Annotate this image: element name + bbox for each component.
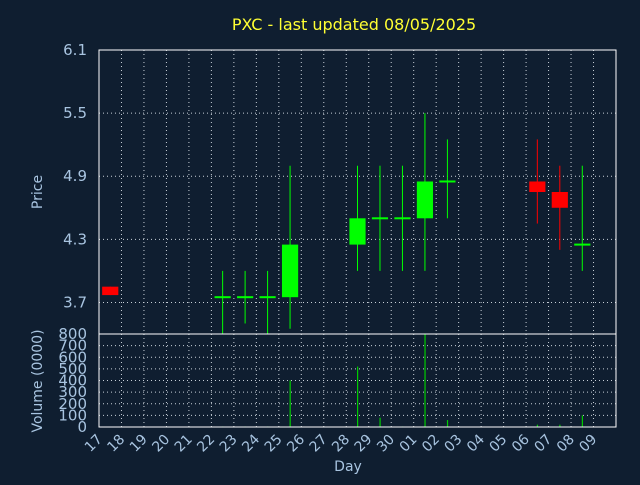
volume-bar-07 [559,424,561,427]
volume-y-tick-label: 0 [77,418,87,436]
x-tick-label: 28 [329,432,353,456]
candle-body [371,217,389,220]
candle-body [551,192,568,208]
price-panel: 6.1 5.5 4.9 4.3 3.7 Price [30,41,617,335]
x-tick-label: 03 [442,432,466,456]
volume-y-tick-label: 300 [58,383,87,401]
volume-bar-02 [446,420,449,427]
candle-22 [214,270,231,334]
x-tick-label: 21 [172,432,196,456]
volume-y-tick-label: 800 [58,325,87,343]
volume-bars [222,334,583,427]
candle-17 [102,286,119,296]
x-tick-label: 01 [397,432,421,456]
x-tick-label: 06 [509,431,533,455]
candle-body [281,244,299,298]
candle-body [102,286,119,296]
candle-body [259,296,276,299]
candle-body [349,218,366,245]
candle-body [439,180,456,183]
volume-y-tick-label: 200 [58,395,87,413]
x-tick-label: 30 [374,432,398,456]
candle-06 [529,139,546,224]
x-tick-label: 04 [464,431,488,455]
price-y-tick-label: 3.7 [63,293,87,311]
candle-28 [349,165,366,271]
candle-body [394,217,411,220]
volume-bar-01 [424,334,426,427]
x-tick-label: 02 [419,432,443,456]
volume-bar-28 [357,366,359,427]
price-y-tick-label: 4.9 [63,167,87,185]
x-tick-label: 08 [554,432,578,456]
candle-body [214,296,231,299]
volume-axis-label: Volume (0000) [30,329,46,432]
volume-bar-25 [289,380,291,427]
candle-23 [237,270,254,324]
price-y-tick-label: 5.5 [63,104,87,122]
chart-title: PXC - last updated 08/05/2025 [232,15,476,34]
candle-01 [416,113,434,271]
x-tick-label: 09 [576,432,600,456]
x-ticks: 1718192021222324252627282930010203040506… [82,431,600,455]
x-tick-label: 25 [262,432,286,456]
candle-body [529,181,546,192]
candle-body [416,181,434,219]
volume-y-tick-label: 600 [58,348,87,366]
volume-y-tick-label: 400 [58,372,87,390]
candle-02 [439,139,456,219]
price-y-ticks: 6.1 5.5 4.9 4.3 3.7 [63,41,87,311]
x-tick-label: 20 [149,432,173,456]
x-tick-label: 22 [194,432,218,456]
volume-frame [98,333,617,428]
candle-24 [259,270,276,334]
volume-bar-08 [581,415,583,427]
candle-29 [371,165,389,271]
volume-bar-06 [536,424,539,427]
x-tick-label: 24 [239,431,263,455]
volume-y-tick-label: 500 [58,360,87,378]
x-tick-label: 18 [104,432,128,456]
x-tick-label: 26 [284,431,308,455]
volume-bar-29 [379,417,381,427]
candle-body [237,296,254,299]
candle-08 [574,165,591,271]
x-tick-label: 23 [217,432,241,456]
x-tick-label: 05 [487,432,511,456]
price-axis-label: Price [30,175,46,209]
x-tick-label: 07 [531,432,555,456]
volume-y-tick-label: 100 [58,406,87,424]
x-tick-label: 27 [307,432,331,456]
price-y-tick-label: 4.3 [63,230,87,248]
candle-07 [551,165,568,250]
candle-30 [394,165,411,271]
candles [102,113,591,334]
x-axis-label: Day [334,459,362,475]
x-tick-label: 29 [352,432,376,456]
volume-y-tick-label: 700 [58,337,87,355]
x-tick-label: 19 [127,432,151,456]
price-grid [99,49,616,334]
candle-body [574,243,591,246]
candle-25 [281,165,299,329]
price-y-tick-label: 6.1 [63,41,87,59]
